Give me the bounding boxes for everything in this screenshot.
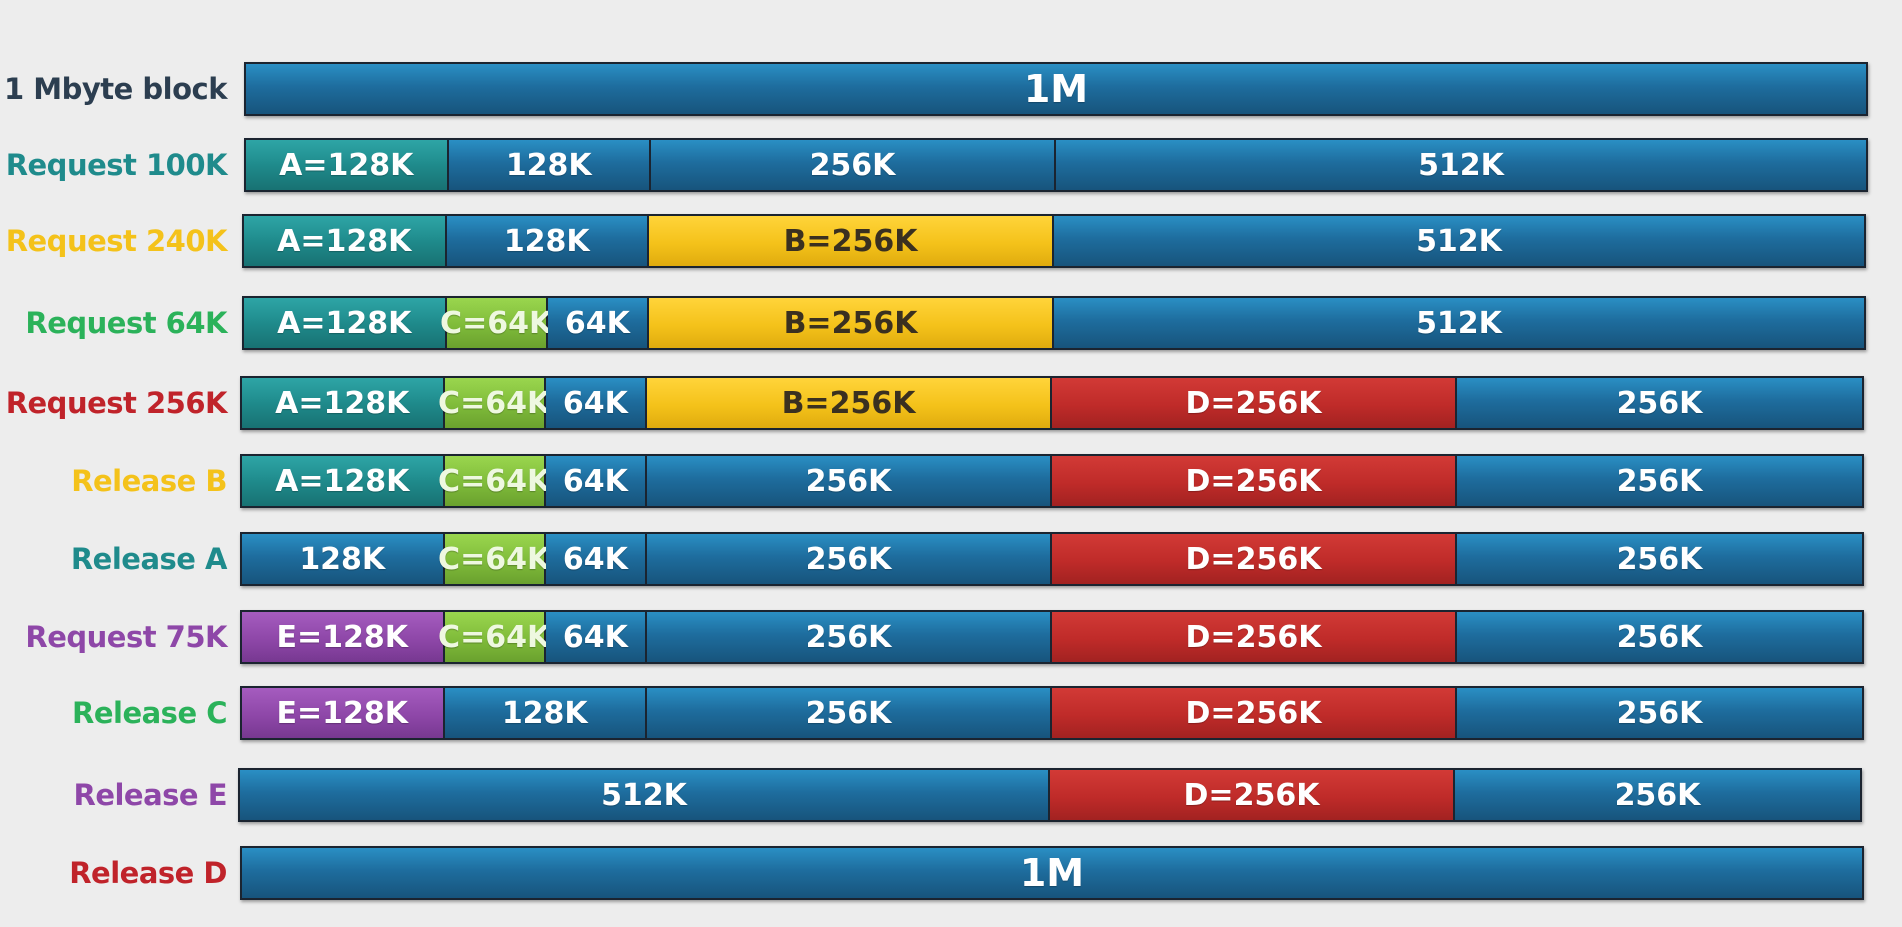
free-block: 512K (1056, 140, 1866, 190)
free-block: 256K (1457, 612, 1862, 662)
allocated-block: D=256K (1052, 534, 1457, 584)
memory-bar: 128K C=64K 64K 256K D=256K 256K (240, 532, 1864, 586)
allocated-block: E=128K (242, 612, 445, 662)
memory-bar: 1M (240, 846, 1864, 900)
row-label: Request 100K (5, 148, 228, 182)
free-block: 256K (1457, 688, 1862, 738)
allocated-block: D=256K (1050, 770, 1455, 820)
free-block: 256K (647, 688, 1052, 738)
row-label: Request 256K (5, 386, 228, 420)
row-label: Request 240K (5, 224, 228, 258)
allocated-block: B=256K (649, 298, 1054, 348)
free-block: 256K (1457, 378, 1862, 428)
free-block: 256K (1457, 534, 1862, 584)
free-block: 64K (545, 378, 647, 428)
allocated-block: D=256K (1052, 612, 1457, 662)
allocated-block: C=64K (438, 378, 550, 428)
free-block: 512K (240, 770, 1050, 820)
memory-bar: A=128K C=64K 64K B=256K 512K (242, 296, 1866, 350)
free-block: 512K (1054, 298, 1864, 348)
allocation-row: Release A 128K C=64K 64K 256K D=256K 256K (0, 532, 1902, 586)
free-block: 128K (242, 534, 445, 584)
free-block: 128K (444, 688, 647, 738)
free-block: 256K (1457, 456, 1862, 506)
memory-bar: A=128K C=64K 64K 256K D=256K 256K (240, 454, 1864, 508)
allocated-block: D=256K (1052, 688, 1457, 738)
allocated-block: C=64K (440, 298, 552, 348)
allocated-block: C=64K (438, 612, 550, 662)
free-block: 256K (647, 456, 1052, 506)
allocation-row: Request 240K A=128K 128K B=256K 512K (0, 214, 1902, 268)
row-label: Release B (71, 464, 227, 498)
free-block: 1M (242, 848, 1862, 898)
allocated-block: E=128K (242, 688, 445, 738)
row-label: Release C (72, 696, 228, 730)
allocation-row: Request 256K A=128K C=64K 64K B=256K D=256K 25… (0, 376, 1902, 430)
allocated-block: B=256K (649, 216, 1054, 266)
allocation-row: Release B A=128K C=64K 64K 256K D=256K 256K (0, 454, 1902, 508)
memory-bar: 1M (244, 62, 1868, 116)
row-label: Release A (70, 542, 228, 576)
memory-bar: 512K D=256K 256K (238, 768, 1862, 822)
memory-bar: E=128K 128K 256K D=256K 256K (240, 686, 1864, 740)
allocation-row: Release D 1M (0, 846, 1902, 900)
allocated-block: D=256K (1052, 456, 1457, 506)
free-block: 256K (1455, 770, 1860, 820)
row-label: Release D (69, 856, 227, 890)
row-label: Request 64K (25, 306, 227, 340)
free-block: 128K (446, 216, 649, 266)
memory-bar: E=128K C=64K 64K 256K D=256K 256K (240, 610, 1864, 664)
allocated-block: C=64K (438, 534, 550, 584)
free-block: 512K (1054, 216, 1864, 266)
allocated-block: B=256K (647, 378, 1052, 428)
free-block: 256K (647, 612, 1052, 662)
free-block: 64K (545, 456, 647, 506)
free-block: 64K (545, 612, 647, 662)
memory-bar: A=128K 128K B=256K 512K (242, 214, 1866, 268)
allocated-block: A=128K (242, 378, 445, 428)
free-block: 256K (647, 534, 1052, 584)
free-block: 64K (545, 534, 647, 584)
allocated-block: A=128K (242, 456, 445, 506)
allocated-block: D=256K (1052, 378, 1457, 428)
allocation-row: Request 75K E=128K C=64K 64K 256K D=256K 256K (0, 610, 1902, 664)
allocation-row: Request 64K A=128K C=64K 64K B=256K 512K (0, 296, 1902, 350)
allocation-row: 1 Mbyte block 1M (0, 62, 1902, 116)
allocated-block: A=128K (244, 298, 447, 348)
free-block: 64K (547, 298, 649, 348)
allocated-block: C=64K (438, 456, 550, 506)
memory-bar: A=128K C=64K 64K B=256K D=256K 256K (240, 376, 1864, 430)
allocated-block: A=128K (246, 140, 449, 190)
allocation-row: Release E 512K D=256K 256K (0, 768, 1902, 822)
allocation-row: Request 100K A=128K 128K 256K 512K (0, 138, 1902, 192)
free-block: 1M (246, 64, 1866, 114)
allocation-row: Release C E=128K 128K 256K D=256K 256K (0, 686, 1902, 740)
memory-bar: A=128K 128K 256K 512K (244, 138, 1868, 192)
row-label: Release E (73, 778, 227, 812)
row-label: 1 Mbyte block (3, 72, 228, 106)
allocated-block: A=128K (244, 216, 447, 266)
free-block: 256K (651, 140, 1056, 190)
free-block: 128K (448, 140, 651, 190)
row-label: Request 75K (25, 620, 227, 654)
